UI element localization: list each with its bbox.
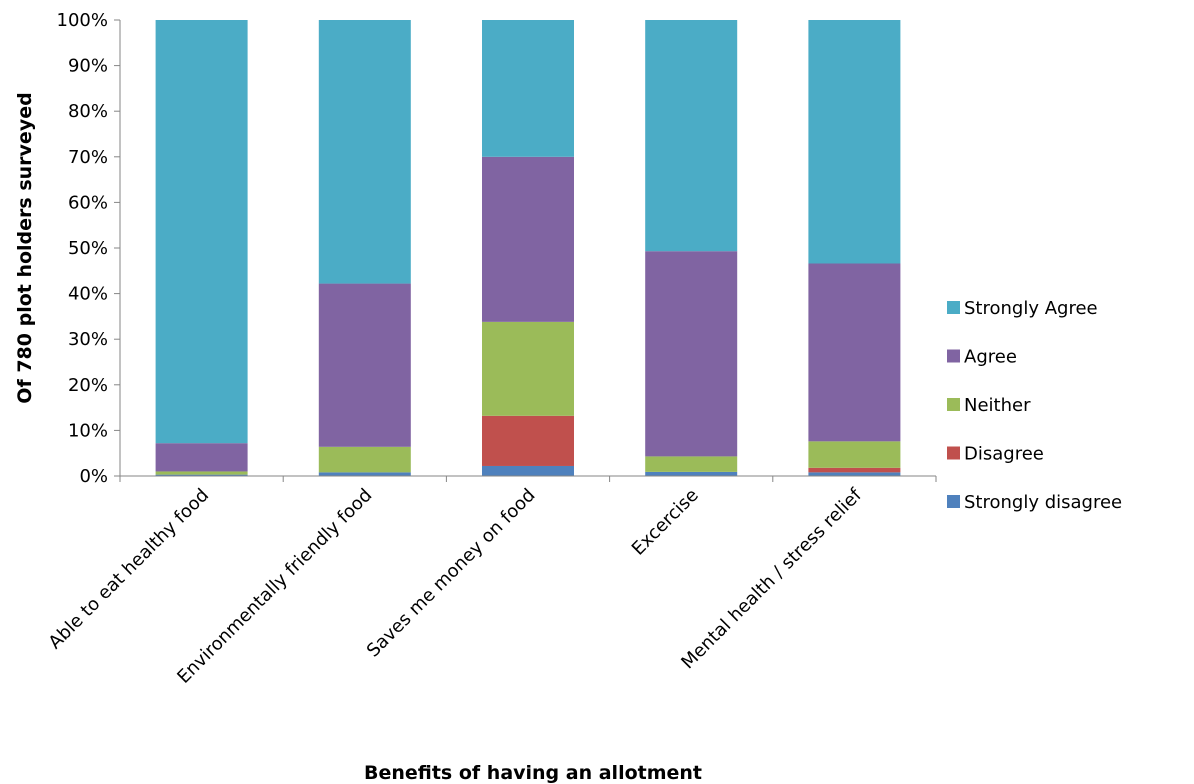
bar-segment-neither-1: [318, 446, 411, 473]
bar-segment-strongly-disagree-4: [808, 472, 901, 476]
y-tick-label: 0%: [79, 466, 108, 487]
bar-segment-agree-3: [645, 251, 738, 457]
bars-group: [155, 20, 901, 476]
bar-segment-strongly-agree-2: [482, 20, 574, 157]
bar-segment-agree-1: [318, 283, 411, 447]
y-tick-label: 80%: [68, 101, 108, 122]
bar-segment-agree-2: [482, 156, 574, 322]
x-categories-group: Able to eat healthy foodEnvironmentally …: [45, 484, 867, 688]
legend-swatch-disagree: [947, 446, 960, 460]
bar-segment-strongly-agree-1: [318, 20, 411, 284]
y-tick-label: 60%: [68, 192, 108, 213]
bar-segment-disagree-2: [482, 415, 574, 466]
bar-segment-agree-4: [808, 263, 901, 442]
bar-segment-agree-0: [155, 443, 248, 472]
bar-segment-strongly-agree-3: [645, 20, 738, 252]
x-category-label: Able to eat healthy food: [45, 485, 214, 654]
y-tick-label: 30%: [68, 329, 108, 350]
bar-segment-strongly-disagree-1: [318, 472, 411, 476]
bar-segment-strongly-disagree-0: [155, 474, 248, 476]
y-tick-label: 70%: [68, 147, 108, 168]
bar-segment-strongly-disagree-2: [482, 465, 574, 476]
y-tick-label: 50%: [68, 238, 108, 259]
legend-swatch-agree: [947, 349, 960, 363]
bar-segment-strongly-disagree-3: [645, 471, 738, 476]
legend-label-agree: Agree: [964, 347, 1017, 368]
bar-segment-disagree-4: [808, 467, 901, 473]
x-axis-title: Benefits of having an allotment: [364, 762, 702, 784]
legend-label-strongly-disagree: Strongly disagree: [964, 492, 1122, 513]
legend-swatch-strongly-agree: [947, 301, 960, 314]
x-category-label: Excercise: [628, 485, 703, 560]
x-category-label: Mental health / stress relief: [677, 484, 866, 673]
y-tick-label: 100%: [57, 10, 108, 31]
y-tick-label: 90%: [68, 56, 108, 77]
axes-group: [114, 19, 937, 482]
legend-label-strongly-agree: Strongly Agree: [964, 298, 1098, 319]
legend-swatch-strongly-disagree: [947, 495, 960, 508]
y-ticks-group: 0% 10% 20% 30% 40% 50% 60% 70% 80% 90% 100%: [57, 10, 108, 487]
bar-segment-strongly-agree-0: [155, 20, 248, 444]
y-tick-label: 10%: [68, 420, 108, 441]
bar-segment-strongly-agree-4: [808, 20, 901, 264]
bar-segment-neither-3: [645, 456, 738, 472]
legend-label-neither: Neither: [964, 395, 1031, 416]
y-tick-label: 40%: [68, 284, 108, 305]
legend-swatch-neither: [947, 398, 960, 411]
bar-segment-neither-2: [482, 321, 574, 416]
legend: Strongly Agree Agree Neither Disagree Strong…: [947, 298, 1122, 513]
legend-label-disagree: Disagree: [964, 444, 1044, 465]
x-category-label: Environmentally friendly food: [173, 485, 376, 688]
bar-segment-neither-4: [808, 441, 901, 468]
y-axis-title: Of 780 plot holders surveyed: [14, 92, 36, 403]
bar-segment-neither-0: [155, 471, 248, 475]
x-category-label: Saves me money on food: [363, 485, 540, 662]
y-tick-label: 20%: [68, 375, 108, 396]
